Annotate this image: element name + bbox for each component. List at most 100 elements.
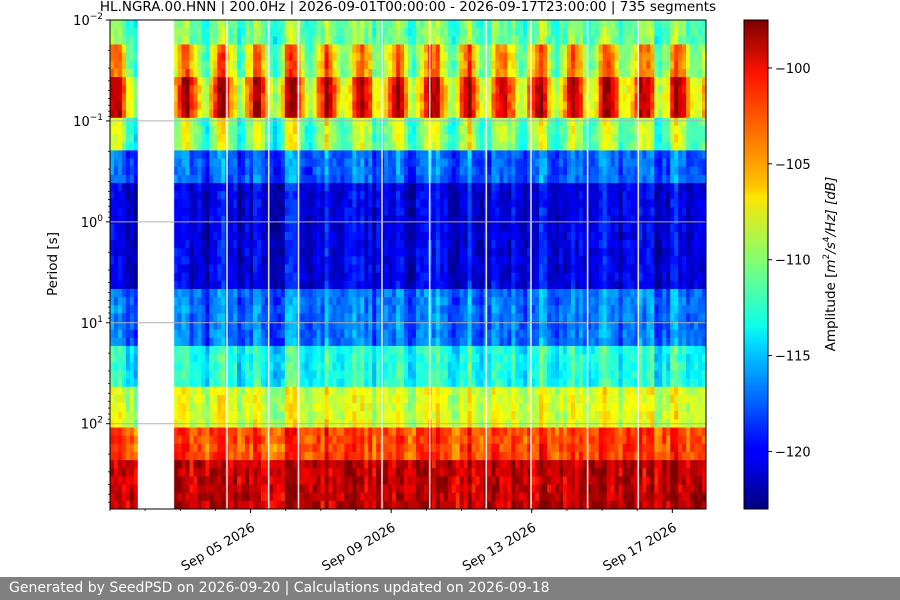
heatmap-cell xyxy=(411,183,417,192)
heatmap-cell xyxy=(257,215,262,225)
heatmap-cell xyxy=(110,386,115,396)
heatmap-cell xyxy=(408,248,413,257)
heatmap-cell xyxy=(340,386,346,396)
heatmap-cell xyxy=(117,240,123,249)
heatmap-cell xyxy=(408,427,413,437)
heatmap-cell xyxy=(229,174,234,184)
heatmap-cell xyxy=(260,370,266,380)
heatmap-cell xyxy=(336,305,342,314)
heatmap-cell xyxy=(288,20,294,29)
heatmap-cell xyxy=(376,52,381,62)
heatmap-cell xyxy=(372,346,377,355)
heatmap-cell xyxy=(411,207,417,217)
heatmap-cell xyxy=(360,158,365,168)
heatmap-cell xyxy=(415,394,421,404)
heatmap-cell xyxy=(185,411,191,420)
heatmap-cell xyxy=(368,370,373,380)
heatmap-cell xyxy=(177,484,183,494)
heatmap-cell xyxy=(344,93,349,103)
heatmap-cell xyxy=(324,362,330,372)
heatmap-cell xyxy=(149,174,155,184)
heatmap-cell xyxy=(332,240,338,249)
heatmap-cell xyxy=(233,264,238,274)
heatmap-cell xyxy=(320,313,326,323)
heatmap-cell xyxy=(237,313,242,323)
heatmap-cell xyxy=(396,199,401,209)
heatmap-cell xyxy=(157,183,163,192)
heatmap-cell xyxy=(213,77,218,86)
heatmap-cell xyxy=(217,443,222,453)
heatmap-cell xyxy=(257,150,262,160)
heatmap-cell xyxy=(141,337,147,347)
heatmap-cell xyxy=(276,85,282,94)
heatmap-cell xyxy=(320,240,326,249)
heatmap-cell xyxy=(264,85,270,94)
heatmap-cell xyxy=(213,60,218,70)
heatmap-cell xyxy=(352,199,357,209)
heatmap-cell xyxy=(431,150,437,160)
heatmap-cell xyxy=(233,272,238,282)
heatmap-cell xyxy=(257,134,262,143)
heatmap-cell xyxy=(201,191,206,200)
heatmap-cell xyxy=(253,378,258,388)
heatmap-cell xyxy=(404,174,409,184)
heatmap-cell xyxy=(340,411,346,420)
heatmap-cell xyxy=(189,77,195,86)
heatmap-cell xyxy=(253,354,258,363)
heatmap-cell xyxy=(185,476,191,486)
heatmap-cell xyxy=(272,158,278,168)
heatmap-cell xyxy=(221,158,226,168)
heatmap-cell xyxy=(316,394,322,404)
heatmap-cell xyxy=(415,231,421,241)
heatmap-cell xyxy=(360,305,365,314)
heatmap-cell xyxy=(320,199,326,209)
heatmap-cell xyxy=(364,346,369,355)
heatmap-cell xyxy=(400,329,405,339)
heatmap-cell xyxy=(316,288,322,298)
heatmap-cell xyxy=(241,166,246,176)
heatmap-cell xyxy=(193,264,199,274)
heatmap-cell xyxy=(241,117,246,127)
heatmap-cell xyxy=(110,68,115,78)
heatmap-cell xyxy=(253,134,258,143)
heatmap-cell xyxy=(113,460,119,469)
heatmap-cell xyxy=(229,215,234,225)
heatmap-cell xyxy=(249,77,254,86)
heatmap-cell xyxy=(316,85,322,94)
heatmap-cell xyxy=(435,109,441,119)
heatmap-cell xyxy=(237,337,242,347)
heatmap-cell xyxy=(257,166,262,176)
heatmap-cell xyxy=(145,77,151,86)
heatmap-cell xyxy=(312,28,318,37)
heatmap-cell xyxy=(268,109,274,119)
heatmap-cell xyxy=(308,476,314,486)
heatmap-cell xyxy=(253,362,258,372)
heatmap-cell xyxy=(384,346,389,355)
heatmap-cell xyxy=(292,174,298,184)
heatmap-cell xyxy=(320,166,326,176)
heatmap-cell xyxy=(312,183,318,192)
heatmap-cell xyxy=(372,68,377,78)
heatmap-cell xyxy=(404,134,409,143)
heatmap-cell xyxy=(213,101,218,111)
heatmap-cell xyxy=(145,394,151,404)
heatmap-cell xyxy=(253,337,258,347)
heatmap-cell xyxy=(117,386,123,396)
heatmap-cell xyxy=(332,297,338,306)
heatmap-cell xyxy=(213,256,218,266)
heatmap-cell xyxy=(165,52,171,62)
heatmap-cell xyxy=(137,411,143,420)
heatmap-cell xyxy=(249,451,254,461)
heatmap-cell xyxy=(320,174,326,184)
heatmap-cell xyxy=(221,240,226,249)
heatmap-cell xyxy=(197,158,202,168)
heatmap-cell xyxy=(121,207,127,217)
heatmap-cell xyxy=(348,451,353,461)
heatmap-cell xyxy=(332,354,338,363)
heatmap-cell xyxy=(233,44,238,54)
heatmap-cell xyxy=(415,134,421,143)
heatmap-cell xyxy=(185,77,191,86)
heatmap-cell xyxy=(165,264,171,274)
heatmap-cell xyxy=(411,280,417,290)
heatmap-cell xyxy=(364,240,369,249)
